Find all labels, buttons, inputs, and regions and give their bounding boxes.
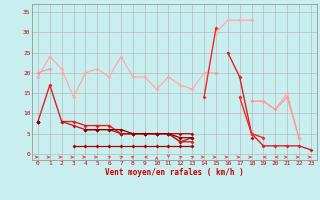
X-axis label: Vent moyen/en rafales ( km/h ): Vent moyen/en rafales ( km/h ) bbox=[105, 168, 244, 177]
